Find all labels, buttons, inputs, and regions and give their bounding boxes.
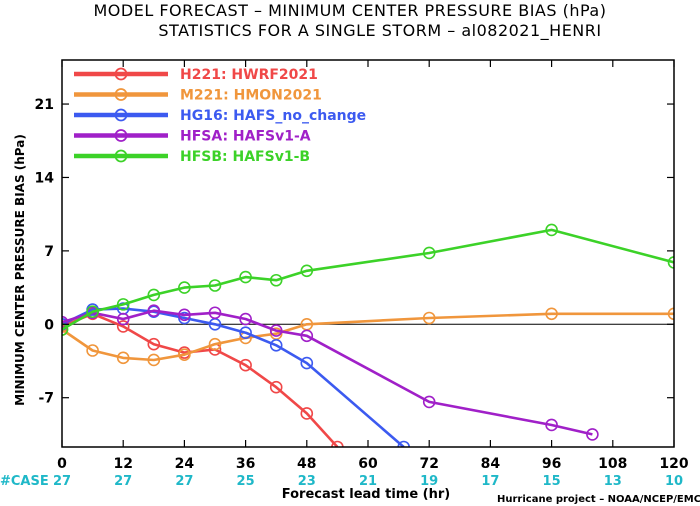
series-1-point-4: [178, 348, 191, 362]
y-tick-label-0: -7: [38, 391, 54, 407]
axes: 0 27 12 27 24 27 36 25 48 23 60 21 72 19 84 17 96 15 108 13…: [35, 59, 689, 489]
series-4-point-2: [116, 298, 130, 311]
series-line-1: [62, 312, 674, 362]
y-axis-label: MINIMUM CENTER PRESSURE BIAS (hPa): [13, 134, 27, 406]
x-tick-label-3: 36: [236, 456, 255, 472]
series-4-point-0: [62, 323, 69, 336]
legend-marker-4: [114, 149, 128, 163]
series-4-point-9: [422, 246, 436, 260]
credit-text: Hurricane project – NOAA/NCEP/EMC: [497, 494, 700, 505]
series-4-point-3: [147, 288, 161, 302]
chart-title-line2: STATISTICS FOR A SINGLE STORM – al082021…: [158, 21, 601, 41]
case-count-1: 27: [114, 474, 132, 489]
legend-marker-3: [114, 129, 128, 142]
series-4-point-6: [239, 270, 252, 284]
legend-marker-0: [114, 67, 128, 81]
series-3: [62, 304, 599, 441]
x-axis-label: Forecast lead time (hr): [282, 487, 450, 502]
y-tick-label-4: 21: [35, 97, 54, 113]
series-1-point-3: [147, 353, 161, 367]
x-tick-label-7: 84: [481, 456, 501, 472]
series-4: [62, 223, 674, 336]
series-0-point-3: [147, 337, 161, 351]
series-3-point-11: [586, 428, 599, 441]
legend: H221: HWRF2021 M221: HMON2021 HG16: HAFS_n…: [74, 67, 366, 165]
series-4-point-4: [178, 281, 191, 294]
legend-label-3: HFSA: HAFSv1-A: [180, 129, 311, 145]
series-3-point-7: [269, 324, 283, 337]
x-tick-label-6: 72: [419, 456, 438, 472]
series-1-point-9: [422, 311, 436, 325]
case-count-2: 27: [175, 474, 193, 489]
series-4-point-11: [667, 256, 674, 269]
series-3-point-2: [116, 312, 130, 326]
case-count-0: 27: [53, 474, 71, 489]
series-2-point-8: [300, 356, 314, 370]
series-3-point-6: [239, 312, 252, 326]
case-count-4: 23: [298, 474, 316, 489]
series-0-point-6: [239, 358, 252, 372]
x-tick-label-0: 0: [57, 456, 67, 472]
x-tick-label-1: 12: [113, 456, 132, 472]
series-3-point-0: [62, 315, 69, 329]
series-0: [62, 307, 344, 447]
case-count-6: 19: [420, 474, 438, 489]
series-2-point-4: [178, 311, 191, 325]
legend-label-0: H221: HWRF2021: [180, 67, 318, 83]
series-1-point-11: [667, 307, 674, 321]
series-0-point-7: [269, 380, 283, 394]
series-2: [62, 302, 410, 447]
legend-label-2: HG16: HAFS_no_change: [180, 108, 366, 124]
chart-title-line1: MODEL FORECAST – MINIMUM CENTER PRESSURE…: [94, 1, 607, 20]
series-2-point-6: [239, 326, 252, 339]
series-line-2: [62, 307, 405, 447]
series-3-point-9: [422, 395, 436, 409]
x-tick-label-4: 48: [297, 456, 316, 472]
case-count-8: 15: [543, 474, 561, 489]
y-tick-label-1: 0: [44, 317, 54, 333]
x-tick-label-10: 120: [659, 456, 688, 472]
plot-frame: [61, 59, 675, 448]
series-2-point-7: [269, 338, 283, 352]
case-count-7: 17: [481, 474, 499, 489]
series-4-point-7: [269, 273, 283, 287]
case-count-3: 25: [237, 474, 255, 489]
y-tick-label-2: 7: [44, 244, 54, 260]
series-4-point-8: [300, 264, 314, 278]
series-1-point-5: [208, 337, 222, 351]
series-line-3: [62, 309, 593, 436]
case-count-9: 13: [604, 474, 622, 489]
series-3-point-4: [178, 308, 191, 322]
series-3-point-8: [300, 329, 314, 343]
x-tick-label-2: 24: [175, 456, 195, 472]
series-line-0: [62, 312, 339, 447]
series-4-point-10: [545, 223, 558, 237]
series-0-point-8: [300, 407, 314, 420]
series-4-point-5: [208, 279, 222, 292]
series-3-point-5: [208, 306, 222, 320]
legend-marker-2: [114, 108, 128, 122]
series-4-point-1: [86, 305, 99, 319]
x-tick-label-8: 96: [542, 456, 561, 472]
series-1-point-10: [545, 307, 558, 321]
series-1-point-1: [86, 344, 99, 357]
case-count-5: 21: [359, 474, 377, 489]
series-1-point-2: [116, 351, 130, 365]
series-3-point-10: [545, 418, 558, 432]
series-layer: [62, 223, 674, 447]
series-0-point-9: [331, 440, 344, 447]
x-tick-label-5: 60: [358, 456, 378, 472]
legend-label-1: M221: HMON2021: [180, 88, 322, 104]
series-0-point-2: [116, 320, 130, 333]
legend-marker-1: [114, 88, 128, 101]
legend-label-4: HFSB: HAFSv1-B: [180, 149, 310, 165]
series-2-point-9: [397, 440, 410, 447]
x-tick-label-9: 108: [598, 456, 627, 472]
y-tick-label-3: 14: [35, 170, 55, 186]
series-3-point-3: [147, 304, 161, 317]
case-label: #CASE: [0, 474, 49, 489]
case-count-10: 10: [665, 474, 683, 489]
series-1: [62, 307, 674, 367]
